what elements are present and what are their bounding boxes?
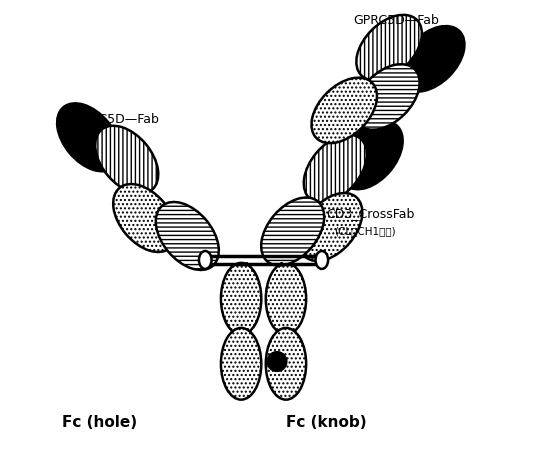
Text: (CL与CH1交换): (CL与CH1交换) [335,227,396,237]
Text: GPRC5D—Fab: GPRC5D—Fab [73,113,159,126]
Ellipse shape [356,15,422,80]
Text: Fc (knob): Fc (knob) [286,415,367,429]
Ellipse shape [340,121,403,189]
Ellipse shape [221,263,261,335]
Ellipse shape [113,184,176,252]
Text: Fc (hole): Fc (hole) [62,415,137,429]
Ellipse shape [304,135,367,202]
Ellipse shape [299,193,362,261]
Ellipse shape [266,263,306,335]
Ellipse shape [221,328,261,400]
Ellipse shape [199,251,211,269]
Ellipse shape [354,64,420,130]
Text: CD3_CrossFab: CD3_CrossFab [326,207,415,220]
Ellipse shape [261,197,324,266]
Text: GPRC5D—Fab: GPRC5D—Fab [353,14,439,27]
Ellipse shape [156,202,219,270]
Ellipse shape [266,328,306,400]
Ellipse shape [57,104,120,171]
Circle shape [267,352,287,371]
Ellipse shape [95,126,158,194]
Ellipse shape [399,26,464,92]
Ellipse shape [312,78,377,143]
Ellipse shape [316,251,328,269]
